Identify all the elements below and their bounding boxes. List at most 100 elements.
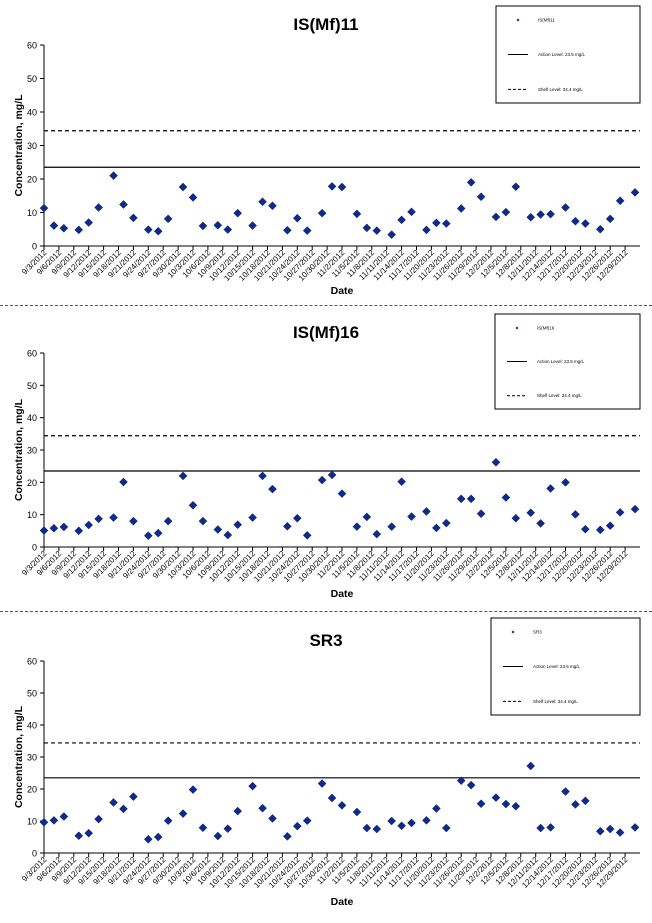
data-point — [337, 489, 347, 499]
y-tick-label: 20 — [27, 785, 37, 795]
data-point — [94, 514, 103, 524]
data-point — [352, 807, 362, 817]
y-tick-label: 60 — [27, 41, 37, 51]
data-point — [258, 197, 267, 207]
data-point — [397, 215, 406, 225]
data-point — [74, 831, 84, 841]
data-point — [337, 800, 347, 810]
data-point — [372, 226, 382, 235]
data-point — [129, 213, 138, 223]
legend-entry: SR3 — [533, 630, 542, 635]
data-point — [432, 523, 441, 533]
data-point — [292, 513, 302, 523]
data-point — [327, 793, 337, 803]
data-point — [178, 182, 188, 192]
data-point — [153, 832, 163, 842]
data-point — [213, 831, 223, 841]
y-tick-label: 30 — [27, 446, 37, 456]
data-point — [302, 226, 312, 235]
data-point — [466, 494, 476, 504]
panel-divider — [0, 611, 652, 612]
legend-entry: Shelf Level: 34.4 mg/L — [538, 87, 583, 92]
data-point — [422, 225, 431, 235]
data-point — [362, 823, 372, 833]
data-point — [327, 182, 337, 191]
data-point — [84, 828, 94, 838]
y-tick-label: 40 — [27, 108, 37, 118]
data-point — [233, 806, 243, 816]
legend-marker-diamond — [511, 630, 515, 634]
y-tick-label: 60 — [27, 657, 37, 667]
data-point — [456, 494, 466, 504]
data-point — [74, 526, 84, 536]
data-point — [491, 457, 501, 467]
data-point — [511, 182, 521, 192]
data-point — [213, 525, 223, 534]
data-point — [248, 513, 257, 522]
data-point — [233, 208, 243, 218]
data-point — [630, 504, 640, 514]
y-tick-label: 50 — [27, 74, 37, 84]
y-tick-label: 40 — [27, 413, 37, 423]
data-point — [59, 522, 69, 532]
panel-divider — [0, 305, 652, 306]
data-point — [129, 516, 138, 526]
data-point — [59, 812, 69, 821]
data-point — [561, 477, 570, 487]
data-point — [258, 471, 267, 481]
data-point — [292, 213, 302, 223]
data-point — [49, 221, 59, 230]
legend-entry: Shelf Level: 34.4 mg/L — [537, 393, 582, 398]
data-point — [258, 803, 267, 813]
chart-panel-0: IS(Mf)11 Concentration, mg/L 0 10 20 30 40 50 60… — [0, 0, 652, 303]
data-point — [407, 207, 416, 217]
legend-entry: Shelf Level: 34.4 mg/L — [533, 699, 578, 704]
data-point — [441, 823, 451, 833]
data-point — [491, 793, 501, 802]
x-axis-label: Date — [331, 285, 354, 297]
data-point — [59, 223, 69, 233]
data-point — [630, 823, 640, 832]
data-point — [84, 520, 94, 530]
data-point — [546, 209, 555, 219]
data-point — [491, 212, 501, 222]
y-tick-label: 0 — [32, 543, 37, 553]
data-point — [74, 225, 84, 235]
data-point — [188, 193, 198, 202]
y-axis-label: Concentration, mg/L — [13, 94, 25, 197]
chart-panel-2: SR3 Concentration, mg/L 0 10 20 30 40 50 60 9/3/2… — [0, 614, 652, 918]
data-point — [327, 470, 337, 480]
data-point — [605, 824, 615, 834]
data-point — [387, 230, 397, 239]
data-point — [407, 512, 416, 521]
data-point — [198, 516, 208, 526]
data-point — [501, 207, 511, 217]
legend-marker-diamond — [516, 18, 520, 22]
data-point — [223, 824, 233, 834]
y-tick-label: 20 — [27, 478, 37, 488]
data-point — [248, 781, 257, 791]
data-point — [476, 192, 486, 202]
y-axis-label: Concentration, mg/L — [13, 705, 25, 808]
data-point — [615, 508, 625, 517]
data-point — [317, 208, 327, 218]
legend-entry: IS(Mf)16 — [537, 326, 555, 331]
chart-title: SR3 — [309, 631, 342, 650]
data-point — [372, 529, 382, 539]
data-point — [466, 780, 476, 790]
data-point — [546, 484, 555, 493]
data-point — [526, 508, 536, 518]
chart-svg-0: IS(Mf)11 Concentration, mg/L 0 10 20 30 40 50 60… — [13, 5, 641, 297]
data-point — [595, 826, 605, 836]
data-point — [352, 209, 362, 219]
y-tick-label: 30 — [27, 141, 37, 151]
chart-title: IS(Mf)16 — [293, 323, 359, 342]
data-point — [283, 521, 292, 531]
data-point — [526, 761, 536, 771]
data-point — [581, 524, 590, 534]
y-tick-label: 10 — [27, 817, 37, 827]
data-point — [317, 475, 327, 485]
y-tick-label: 20 — [27, 175, 37, 185]
data-point — [536, 210, 546, 219]
data-point — [422, 507, 431, 516]
